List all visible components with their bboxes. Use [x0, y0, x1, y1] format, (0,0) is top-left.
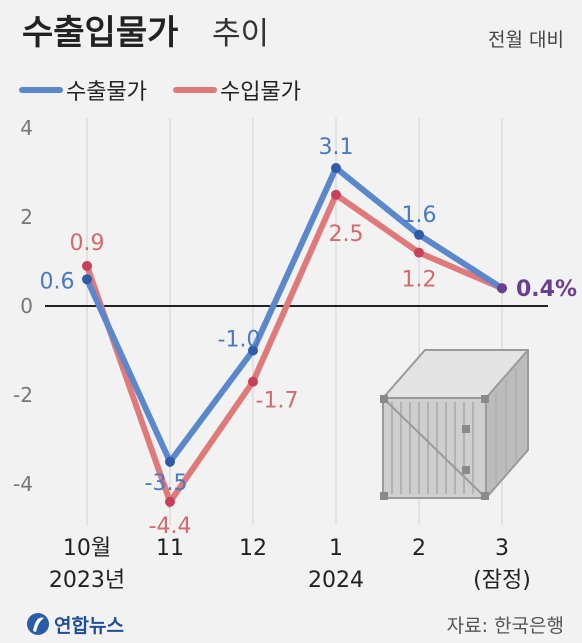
data-label-export: 0.6	[40, 269, 75, 294]
yonhap-logo: 연합뉴스	[27, 613, 124, 637]
data-point	[82, 274, 92, 285]
logo-text: 연합뉴스	[54, 615, 124, 637]
data-label-import: -1.7	[256, 389, 299, 414]
data-label-import: 2.5	[329, 222, 364, 247]
y-tick-label: 4	[20, 116, 33, 140]
data-label-export: -3.5	[145, 471, 188, 496]
y-tick-label: 0	[20, 294, 33, 318]
data-label-import: -4.4	[149, 514, 192, 539]
unit-note: 전월 대비	[488, 29, 564, 51]
x-category-label: 11	[156, 536, 184, 561]
data-label-import: 0.9	[70, 231, 105, 256]
data-point	[248, 376, 258, 387]
x-category-label: 1	[329, 536, 343, 561]
y-axis-ticks: 4 2 0 -2 -4	[13, 116, 33, 496]
legend: 수출물가 수입물가	[19, 80, 301, 105]
data-labels: 0.6 -3.5 -1.0 3.1 1.6 0.4% 0.9 -4.4 -1.7 2.5 1.2	[40, 135, 578, 539]
y-tick-label: -4	[13, 472, 33, 496]
chart-title: 수출입물가	[22, 13, 178, 53]
y-tick-label: -2	[13, 383, 33, 407]
series-line-import	[84, 190, 505, 509]
y-tick-label: 2	[20, 205, 33, 229]
data-label-export: 1.6	[402, 203, 437, 228]
plot-area: 4 2 0 -2 -4	[13, 116, 577, 593]
source-note: 자료: 한국은행	[447, 615, 564, 637]
data-label-export: 3.1	[319, 135, 354, 160]
shipping-container-illustration	[380, 349, 529, 500]
x-category-label: 10월	[63, 536, 111, 561]
data-point	[414, 229, 424, 240]
data-point	[248, 345, 258, 356]
x-category-label: 2	[412, 536, 426, 561]
data-point	[497, 283, 507, 294]
data-point	[165, 456, 175, 467]
legend-label-export: 수출물가	[66, 80, 147, 105]
data-point	[165, 496, 175, 507]
x-category-label: 3	[495, 536, 509, 561]
x-category-label: 12	[239, 536, 267, 561]
data-label-export: -1.0	[218, 328, 261, 353]
series	[82, 163, 507, 509]
x-category-sublabel: 2023년	[49, 568, 125, 593]
data-label-import: 1.2	[402, 268, 437, 293]
grid	[86, 118, 503, 525]
data-label-export: 0.4%	[516, 277, 577, 302]
data-point	[331, 163, 341, 174]
data-point	[414, 247, 424, 258]
series-line-export	[84, 163, 505, 468]
legend-label-import: 수입물가	[220, 80, 301, 105]
x-category-sublabel: 2024	[308, 568, 364, 593]
chart-title-suffix: 추이	[212, 16, 269, 52]
x-category-sublabel: (잠정)	[473, 568, 531, 593]
data-point	[331, 189, 341, 200]
data-point	[82, 260, 92, 271]
